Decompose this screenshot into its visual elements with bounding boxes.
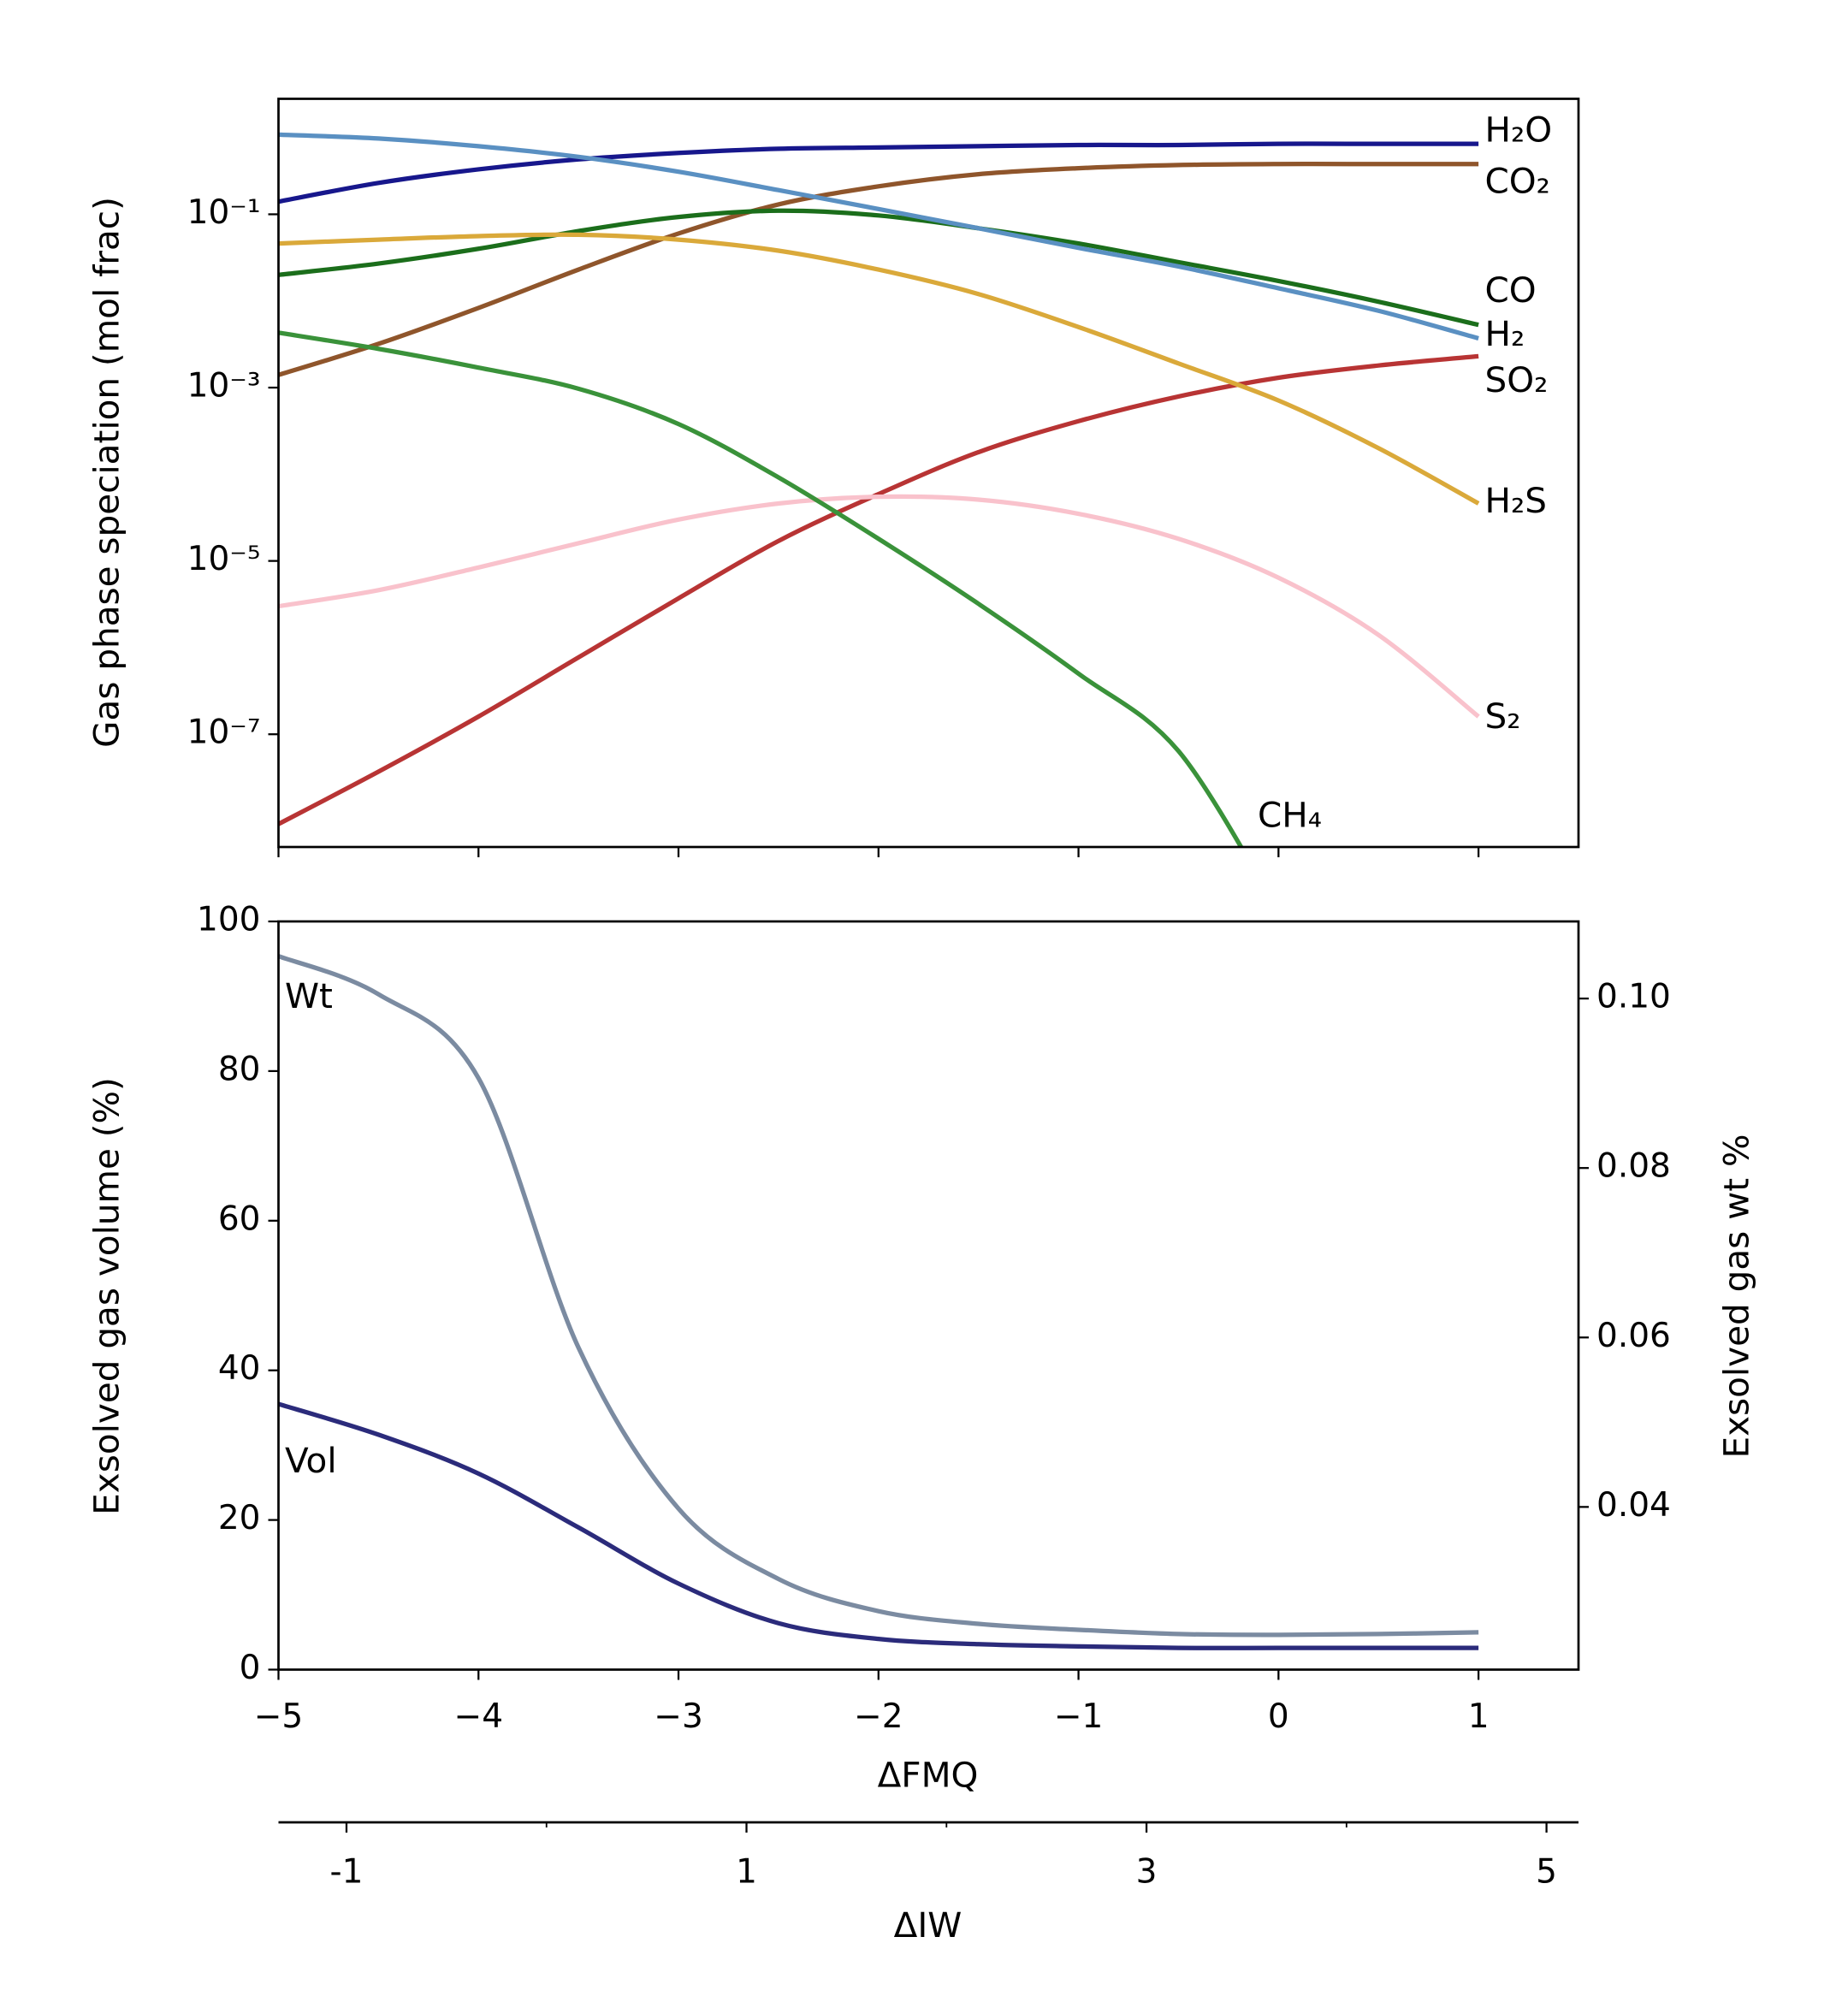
- y-tick-label: 40: [218, 1349, 261, 1388]
- series-line: [278, 1401, 1479, 1650]
- x-tick-label: −2: [854, 1697, 903, 1736]
- series-label: S₂: [1485, 696, 1521, 737]
- series-label: CH₄: [1258, 795, 1322, 836]
- series-label: H₂O: [1485, 110, 1553, 151]
- secondary-x-axis-title: ΔIW: [894, 1904, 962, 1946]
- series-label: H₂: [1485, 313, 1525, 354]
- y-tick-label: 80: [218, 1050, 261, 1088]
- plot-frame: [277, 98, 1580, 849]
- y-axis-title: Gas phase speciation (mol frac): [86, 197, 127, 748]
- series-line: [278, 162, 1479, 377]
- y-tick-label: 0: [240, 1649, 261, 1687]
- x-tick-label: −1: [1054, 1697, 1104, 1736]
- y-tick-label: 100: [197, 901, 260, 939]
- y-tick-label: 10⁻⁵: [187, 540, 261, 578]
- x-tick-label: 1: [1468, 1697, 1490, 1736]
- y-tick-label: 10⁻⁷: [187, 714, 261, 752]
- series-label: SO₂: [1485, 359, 1549, 400]
- x-tick-label: −3: [654, 1697, 703, 1736]
- series-line: [278, 232, 1480, 506]
- y-tick-label: 10⁻¹: [187, 193, 261, 232]
- x-tick-label: 0: [1268, 1697, 1289, 1736]
- series-line: [278, 141, 1479, 204]
- secondary-x-tick-label: 1: [736, 1853, 757, 1892]
- y2-tick-label: 0.06: [1596, 1317, 1671, 1355]
- series-label: CO₂: [1485, 161, 1550, 202]
- y-tick-label: 10⁻³: [187, 367, 261, 406]
- series-label: Vol: [285, 1440, 337, 1481]
- y2-tick-label: 0.08: [1596, 1147, 1671, 1186]
- y2-axis-title: Exsolved gas wt %: [1716, 1134, 1757, 1458]
- secondary-x-tick-label: -1: [330, 1853, 364, 1892]
- y-tick-label: 60: [218, 1199, 261, 1238]
- series-line: [278, 494, 1480, 719]
- x-tick-label: −5: [254, 1697, 304, 1736]
- series-line: [278, 353, 1479, 826]
- x-axis-title: ΔFMQ: [878, 1755, 979, 1796]
- y-tick-label: 20: [218, 1499, 261, 1537]
- series-label: H₂S: [1485, 480, 1547, 521]
- y-axis-title: Exsolved gas volume (%): [86, 1077, 127, 1515]
- series-line: [278, 954, 1479, 1638]
- series-label: Wt: [285, 975, 333, 1016]
- plot-frame: [277, 920, 1580, 1671]
- series-line: [278, 330, 1244, 847]
- series-line: [278, 132, 1479, 341]
- secondary-x-tick-label: 3: [1136, 1853, 1158, 1892]
- y2-tick-label: 0.10: [1596, 978, 1671, 1016]
- y2-tick-label: 0.04: [1596, 1486, 1671, 1525]
- series-line: [278, 208, 1479, 328]
- x-tick-label: −4: [454, 1697, 504, 1736]
- series-label: CO: [1485, 270, 1537, 311]
- secondary-x-tick-label: 5: [1536, 1853, 1557, 1892]
